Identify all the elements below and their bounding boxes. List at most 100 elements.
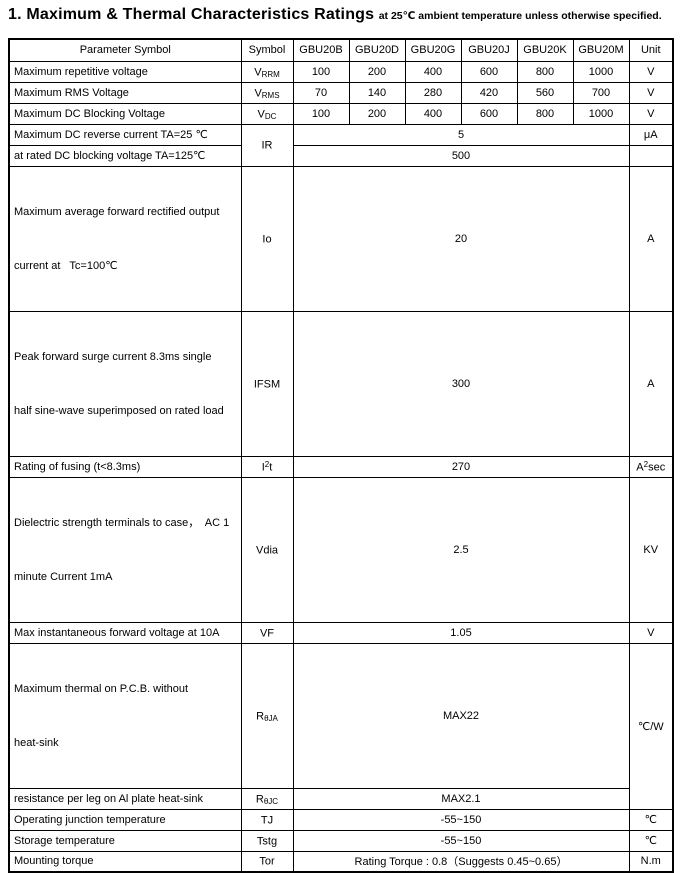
value-cell: 700	[572, 81, 630, 104]
param-cell: Operating junction temperature	[8, 808, 242, 831]
unit-cell	[628, 144, 674, 167]
param-cell: resistance per leg on Al plate heat-sink	[8, 787, 242, 810]
value-cell: 300	[292, 310, 630, 457]
value-cell: 270	[292, 455, 630, 478]
symbol-cell: VF	[240, 621, 294, 644]
table-row: Mounting torque Tor Rating Torque : 0.8（…	[8, 850, 674, 873]
characteristics-table: Parameter Symbol Symbol GBU20B GBU20D GB…	[8, 38, 674, 873]
header-cell-gbu20k: GBU20K	[516, 38, 574, 62]
header-cell-gbu20j: GBU20J	[460, 38, 518, 62]
table-row: Peak forward surge current 8.3ms single …	[8, 310, 674, 457]
symbol-cell: IFSM	[240, 310, 294, 457]
param-cell: Maximum average forward rectified output…	[8, 165, 242, 312]
section-title-condition: at 25℃ ambient temperature unless otherw…	[378, 10, 662, 22]
table-row: Maximum thermal on P.C.B. without heat-s…	[8, 642, 674, 810]
value-cell: 100	[292, 102, 350, 125]
header-cell-parameter: Parameter Symbol	[8, 38, 242, 62]
unit-cell: ℃/W	[628, 642, 674, 810]
param-cell: Maximum DC reverse current TA=25 ℃	[8, 123, 242, 146]
param-cell: Maximum repetitive voltage	[8, 60, 242, 83]
param-cell: Dielectric strength terminals to case， A…	[8, 476, 242, 623]
unit-cell: A2sec	[628, 455, 674, 478]
unit-cell: V	[628, 102, 674, 125]
table-row: at rated DC blocking voltage TA=125℃ 500	[8, 144, 674, 167]
param-cell: Maximum RMS Voltage	[8, 81, 242, 104]
section-title: 1. Maximum & Thermal Characteristics Rat…	[8, 6, 375, 23]
value-cell: 500	[292, 144, 630, 167]
table-row: Dielectric strength terminals to case， A…	[8, 476, 674, 623]
table-row: Max instantaneous forward voltage at 10A…	[8, 621, 674, 644]
value-cell: 800	[516, 102, 574, 125]
symbol-cell: Io	[240, 165, 294, 312]
value-cell: 600	[460, 102, 518, 125]
table-row: Maximum RMS Voltage VRMS 70 140 280 420 …	[8, 81, 674, 104]
value-cell: MAX2.1	[292, 787, 630, 810]
header-cell-symbol: Symbol	[240, 38, 294, 62]
value-cell: 100	[292, 60, 350, 83]
value-cell: 280	[404, 81, 462, 104]
symbol-cell: VRMS	[240, 81, 294, 104]
table-row: Maximum repetitive voltage VRRM 100 200 …	[8, 60, 674, 83]
symbol-cell: TJ	[240, 808, 294, 831]
header-cell-gbu20b: GBU20B	[292, 38, 350, 62]
table-row: Rating of fusing (t<8.3ms) I2t 270 A2sec	[8, 455, 674, 478]
header-cell-gbu20g: GBU20G	[404, 38, 462, 62]
unit-cell: V	[628, 621, 674, 644]
table-header-row: Parameter Symbol Symbol GBU20B GBU20D GB…	[8, 38, 674, 62]
symbol-cell: I2t	[240, 455, 294, 478]
value-cell: 1.05	[292, 621, 630, 644]
param-cell: Maximum thermal on P.C.B. without heat-s…	[8, 642, 242, 789]
table-row: Operating junction temperature TJ -55~15…	[8, 808, 674, 831]
value-cell: 400	[404, 102, 462, 125]
page-title: 1. Maximum & Thermal Characteristics Rat…	[0, 0, 685, 24]
symbol-cell: Tor	[240, 850, 294, 873]
value-cell: 200	[348, 60, 406, 83]
value-cell: 600	[460, 60, 518, 83]
table-row: Maximum average forward rectified output…	[8, 165, 674, 312]
value-cell: 420	[460, 81, 518, 104]
value-cell: Rating Torque : 0.8（Suggests 0.45~0.65）	[292, 850, 630, 873]
unit-cell: ℃	[628, 808, 674, 831]
header-cell-gbu20d: GBU20D	[348, 38, 406, 62]
value-cell: 20	[292, 165, 630, 312]
symbol-cell: Tstg	[240, 829, 294, 852]
value-cell: -55~150	[292, 808, 630, 831]
table-row: Storage temperature Tstg -55~150 ℃	[8, 829, 674, 852]
value-cell: -55~150	[292, 829, 630, 852]
symbol-cell: IR	[240, 123, 294, 167]
value-cell: 1000	[572, 102, 630, 125]
unit-cell: μA	[628, 123, 674, 146]
param-cell: Maximum DC Blocking Voltage	[8, 102, 242, 125]
unit-cell: A	[628, 310, 674, 457]
unit-cell: V	[628, 81, 674, 104]
table-row: resistance per leg on Al plate heat-sink…	[8, 787, 673, 810]
param-cell: at rated DC blocking voltage TA=125℃	[8, 144, 242, 167]
table-row: Maximum DC Blocking Voltage VDC 100 200 …	[8, 102, 674, 125]
value-cell: 140	[348, 81, 406, 104]
value-cell: 70	[292, 81, 350, 104]
unit-cell: V	[628, 60, 674, 83]
param-cell: Max instantaneous forward voltage at 10A	[8, 621, 242, 644]
symbol-cell: Vdia	[240, 476, 294, 623]
value-cell: 800	[516, 60, 574, 83]
symbol-cell: VRRM	[240, 60, 294, 83]
value-cell: 560	[516, 81, 574, 104]
value-cell: 400	[404, 60, 462, 83]
symbol-cell: VDC	[240, 102, 294, 125]
unit-cell: KV	[628, 476, 674, 623]
value-cell: 2.5	[292, 476, 630, 623]
header-cell-unit: Unit	[628, 38, 674, 62]
value-cell: 200	[348, 102, 406, 125]
value-cell: 1000	[572, 60, 630, 83]
param-cell: Peak forward surge current 8.3ms single …	[8, 310, 242, 457]
table-row: Maximum DC reverse current TA=25 ℃ IR 5 …	[8, 123, 674, 167]
unit-cell: N.m	[628, 850, 674, 873]
value-cell: 5	[292, 123, 630, 146]
header-cell-gbu20m: GBU20M	[572, 38, 630, 62]
symbol-cell: RθJA	[240, 642, 294, 789]
param-cell: Rating of fusing (t<8.3ms)	[8, 455, 242, 478]
param-cell: Mounting torque	[8, 850, 242, 873]
value-cell: MAX22	[292, 642, 630, 789]
param-cell: Storage temperature	[8, 829, 242, 852]
symbol-cell: RθJC	[240, 787, 294, 810]
